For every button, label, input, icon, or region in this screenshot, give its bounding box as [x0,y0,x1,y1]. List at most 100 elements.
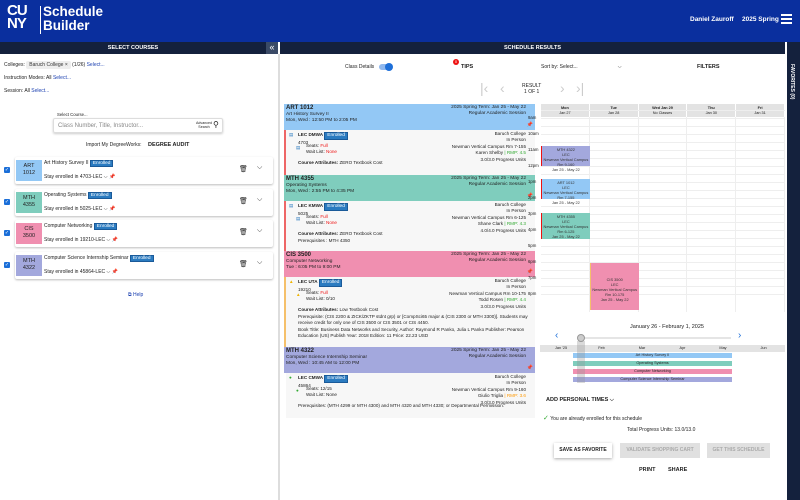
timeline-week-marker [577,341,585,383]
prev-week-icon[interactable]: ‹ [555,330,559,341]
colleges-select-link[interactable]: Select... [86,62,105,68]
chevron-down-icon[interactable]: ⌵ [257,227,263,234]
instructor-link[interactable]: Karen Shelby [475,150,504,156]
rmp-rating[interactable]: | RMP: 4.5 [504,150,526,156]
share-button[interactable]: SHARE [668,467,688,473]
chevron-down-icon[interactable]: ⌵ [257,195,263,203]
grid-line [541,166,785,167]
month-label: Feb [598,346,605,350]
pin-icon[interactable]: 📌 [526,122,533,128]
rmp-rating[interactable]: | RMP: 3.6 [504,393,526,399]
rmp-rating[interactable]: | RMP: 4.3 [504,221,526,227]
session-filter: Session: All Select... [4,88,50,94]
calendar-event[interactable]: MTH 4355 LEC Newman Vertical Campus Rm 6-1… [541,212,590,240]
pin-icon[interactable]: 📌 [108,205,116,212]
timeline-bar[interactable]: Art History Survey II [573,353,732,358]
trash-icon[interactable]: 🗑 [239,260,248,268]
section-header[interactable]: ART 1012 Art History Survey II Mon, Wed : … [284,104,535,130]
chevron-down-icon[interactable]: ⌵ [257,164,263,171]
timeline-bar[interactable]: Computer Networking [573,369,732,374]
select-courses-header: SELECT COURSES [0,42,266,54]
filters-button[interactable]: FILTERS [697,64,720,70]
add-personal-times-button[interactable]: ADD PERSONAL TIMES ⌵ [546,397,614,403]
course-title: Computer Networking [44,223,93,229]
print-button[interactable]: PRINT [639,467,656,473]
section-header[interactable]: CIS 3500 Computer Networking Tue : 6:05 PM… [284,251,535,277]
schedule-results-header: SCHEDULE RESULTS [280,42,785,54]
section-header[interactable]: MTH 4322 Computer Science Internship Semi… [284,347,535,373]
timeline-bar[interactable]: Operating Systems [573,361,732,366]
week-slider-handle[interactable] [577,334,585,342]
course-checkbox[interactable]: ✓ [4,230,10,236]
trash-icon[interactable]: 🗑 [239,166,248,173]
next-result-icon[interactable]: › [560,80,565,96]
college-chip[interactable]: Baruch College × [26,61,71,69]
calendar-event[interactable]: CIS 3500 LEC Newman Vertical Campus Rm 10-… [589,263,639,310]
instructor-link[interactable]: Todd Rosen [478,297,504,303]
degree-audit-button[interactable]: DEGREE AUDIT [148,142,190,148]
section-result: MTH 4322 Computer Science Internship Semi… [284,347,535,418]
enrolled-badge: Enrolled [324,375,348,384]
collapse-left-icon[interactable]: « [266,42,278,54]
stay-enrolled-dropdown[interactable]: Stay enrolled in 45864-LEC ⌵ 📌 [44,268,118,275]
modes-select-link[interactable]: Select... [52,75,72,81]
enrolled-badge: Enrolled [89,160,114,167]
course-checkbox[interactable]: ✓ [4,198,10,205]
instructor-link[interactable]: Shane Clark [477,221,504,227]
pin-icon[interactable]: 📌 [526,193,533,199]
course-checkbox[interactable]: ✓ [4,167,10,173]
instructor-link[interactable]: Giulio Triglia [477,393,504,399]
validate-cart-button[interactable]: VALIDATE SHOPPING CART [620,443,700,458]
calendar-event[interactable]: MTH 4322 LEC Newman Vertical Campus Rm 9-1… [541,146,590,172]
class-details-label: Class Details [345,64,375,70]
remove-chip-icon[interactable]: × [64,62,68,68]
course-code-tile: ART 1012 [16,160,42,181]
pin-icon[interactable]: 📌 [526,365,533,371]
logo-divider [40,6,41,34]
enrolled-badge: Enrolled [87,191,112,199]
trash-icon[interactable]: 🗑 [239,229,248,236]
trash-icon[interactable]: 🗑 [239,197,248,205]
session-select-link[interactable]: Select... [31,88,50,94]
save-favorite-button[interactable]: SAVE AS FAVORITE [554,443,612,458]
hamburger-menu-icon[interactable] [781,14,792,26]
enrolled-badge: Enrolled [318,279,343,288]
section-header[interactable]: MTH 4355 Operating Systems Mon, Wed : 2:55… [284,175,535,201]
help-link[interactable]: ⧉ Help [128,292,144,298]
user-name[interactable]: Daniel Zauroff [690,16,734,23]
search-icon[interactable]: ⚲ [213,120,219,129]
term-label[interactable]: 2025 Spring [742,16,779,23]
sort-dropdown[interactable]: Sort by: Select... ⌵ [541,64,622,70]
rmp-rating[interactable]: | RMP: 4.4 [504,297,526,303]
grid-line [541,182,785,183]
prev-result-icon[interactable]: ‹ [500,80,505,96]
week-slider-track[interactable] [579,337,731,339]
class-details-toggle[interactable] [379,63,393,71]
stay-enrolled-dropdown[interactable]: Stay enrolled in 19210-LEC ⌵ 📌 [44,237,118,243]
hour-label: 9am [528,115,537,120]
next-week-icon[interactable]: › [738,330,742,341]
modes-filter: Instruction Modes: All Select... [4,75,72,81]
course-search-input[interactable]: Class Number, Title, Instructor... Advan… [53,118,223,133]
pin-icon[interactable]: 📌 [111,268,118,275]
chevron-down-icon[interactable]: ⌵ [257,258,263,266]
advanced-search-link[interactable]: Advanced Search [196,121,212,129]
timeline-bar[interactable]: Computer Science Internship Seminar [573,377,732,382]
favorites-tab[interactable]: FAVORITES (0) [789,64,795,100]
course-checkbox[interactable]: ✓ [4,261,10,268]
calendar-event[interactable]: ART 1012 LEC Newman Vertical Campus Rm 7-1… [541,179,590,205]
pin-icon[interactable]: 📌 [526,269,533,275]
stay-enrolled-dropdown[interactable]: Stay enrolled in 4703-LEC ⌵ 📌 [44,174,116,180]
favorites-panel[interactable]: FAVORITES (0) [787,42,800,500]
pin-icon[interactable]: 📌 [108,174,116,180]
checkmark-icon: ✓ [543,415,549,422]
stay-enrolled-dropdown[interactable]: Stay enrolled in 5025-LEC ⌵ 📌 [44,205,116,212]
get-schedule-button[interactable]: GET THIS SCHEDULE [707,443,770,458]
pin-icon[interactable]: 📌 [111,237,118,243]
cuny-logo[interactable]: CU NY [7,2,28,32]
first-result-icon[interactable]: |‹ [480,80,489,96]
last-result-icon[interactable]: ›| [576,80,585,96]
tips-button[interactable]: TIPS [461,64,474,70]
app-header: CU NY Schedule Builder Daniel Zauroff 2025… [0,0,800,42]
grid-line [541,246,785,247]
